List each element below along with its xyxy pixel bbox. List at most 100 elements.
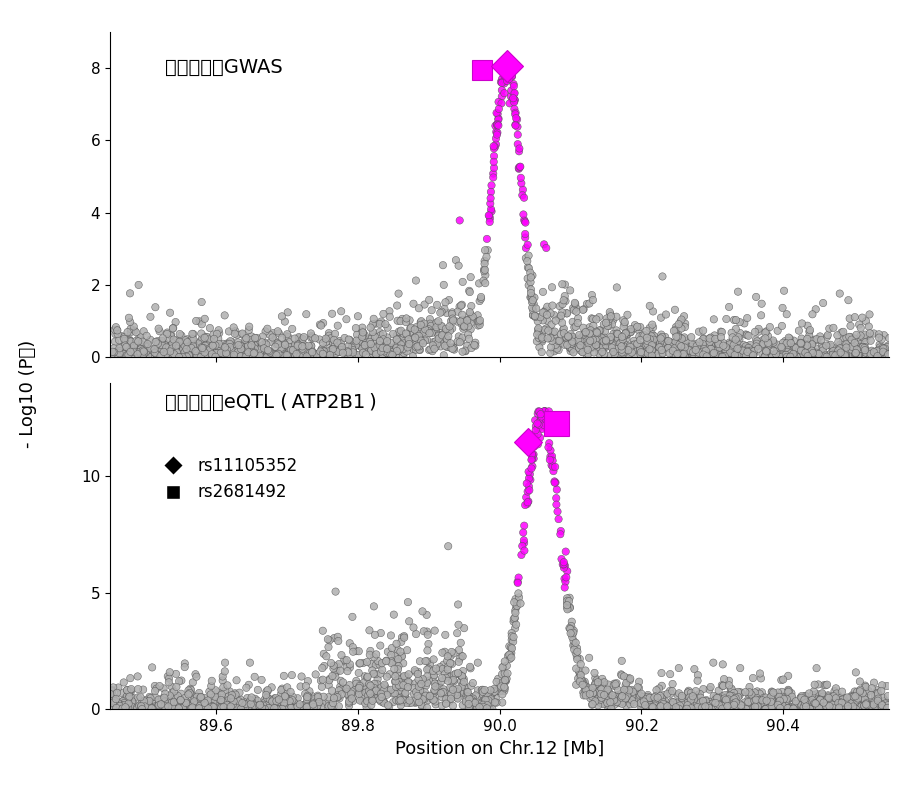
Point bbox=[171, 339, 185, 351]
Point bbox=[228, 690, 243, 703]
Point bbox=[476, 703, 491, 716]
Point bbox=[483, 192, 498, 205]
Point bbox=[665, 685, 679, 697]
Point bbox=[848, 690, 863, 703]
Point bbox=[605, 697, 620, 709]
Point bbox=[749, 291, 764, 303]
Point bbox=[464, 299, 479, 312]
Point bbox=[715, 351, 730, 363]
Point bbox=[535, 327, 549, 340]
Point bbox=[699, 695, 713, 708]
Point bbox=[239, 332, 254, 344]
Point bbox=[702, 701, 717, 714]
Point bbox=[226, 703, 240, 716]
Point bbox=[600, 697, 614, 709]
Point bbox=[233, 701, 248, 714]
Point bbox=[658, 339, 673, 351]
Point bbox=[237, 696, 251, 708]
Point bbox=[794, 699, 809, 712]
Point bbox=[731, 285, 746, 298]
Point bbox=[708, 345, 723, 358]
Point bbox=[624, 340, 638, 353]
Point bbox=[305, 331, 320, 344]
Point bbox=[247, 339, 261, 351]
Point bbox=[557, 327, 571, 340]
Point bbox=[305, 698, 320, 711]
Point bbox=[703, 348, 718, 360]
Point bbox=[342, 695, 357, 708]
Point bbox=[123, 335, 138, 348]
Point bbox=[733, 316, 747, 329]
Point bbox=[529, 303, 544, 315]
Point bbox=[129, 349, 144, 362]
Point bbox=[833, 696, 847, 708]
Point bbox=[683, 693, 698, 706]
Point bbox=[290, 701, 304, 714]
Point bbox=[857, 679, 872, 692]
Point bbox=[584, 312, 599, 325]
Point bbox=[751, 700, 766, 712]
Point bbox=[225, 336, 239, 348]
Point bbox=[215, 695, 230, 708]
Point bbox=[617, 670, 632, 682]
Point bbox=[214, 693, 228, 706]
Point bbox=[729, 341, 744, 354]
Point bbox=[607, 698, 622, 711]
Point bbox=[383, 343, 398, 355]
Point bbox=[492, 102, 506, 115]
Point bbox=[357, 676, 371, 689]
Point bbox=[167, 348, 182, 361]
Point bbox=[726, 350, 741, 362]
Point bbox=[496, 660, 511, 673]
Point bbox=[405, 350, 420, 362]
Point bbox=[255, 330, 270, 343]
Point bbox=[156, 682, 171, 695]
Point bbox=[414, 325, 428, 337]
Point bbox=[623, 698, 637, 711]
Point bbox=[402, 697, 416, 709]
Point bbox=[287, 333, 302, 345]
Point bbox=[775, 700, 790, 712]
Point bbox=[204, 348, 219, 361]
Point bbox=[581, 336, 596, 349]
Point bbox=[128, 325, 143, 338]
Point bbox=[222, 701, 237, 714]
Point bbox=[589, 678, 603, 691]
Point bbox=[174, 344, 189, 357]
Point bbox=[613, 668, 628, 681]
Point bbox=[409, 340, 424, 353]
Point bbox=[699, 351, 713, 363]
Point bbox=[372, 658, 387, 671]
Point bbox=[119, 348, 134, 360]
Point bbox=[872, 328, 887, 340]
Point bbox=[833, 342, 847, 355]
Point bbox=[460, 314, 475, 326]
Point bbox=[274, 684, 289, 697]
Point bbox=[390, 333, 404, 346]
Point bbox=[635, 702, 650, 715]
Point bbox=[696, 682, 711, 695]
Point bbox=[554, 552, 569, 565]
Point bbox=[714, 325, 729, 338]
Point bbox=[462, 693, 477, 705]
Point bbox=[798, 701, 812, 714]
Point bbox=[478, 693, 492, 706]
Point bbox=[837, 692, 852, 704]
Point bbox=[856, 341, 870, 354]
Point bbox=[264, 681, 279, 693]
Point bbox=[835, 693, 850, 706]
Point bbox=[611, 345, 625, 358]
Point bbox=[147, 344, 161, 356]
Point bbox=[748, 701, 763, 714]
Point bbox=[869, 687, 884, 700]
Point bbox=[466, 693, 481, 705]
Point bbox=[762, 697, 777, 710]
Point bbox=[373, 667, 388, 680]
Point bbox=[696, 347, 711, 359]
Point bbox=[437, 667, 452, 680]
Point bbox=[596, 335, 611, 348]
Point bbox=[148, 347, 162, 359]
Point bbox=[589, 339, 603, 351]
Point bbox=[118, 348, 133, 360]
Point bbox=[753, 667, 768, 680]
